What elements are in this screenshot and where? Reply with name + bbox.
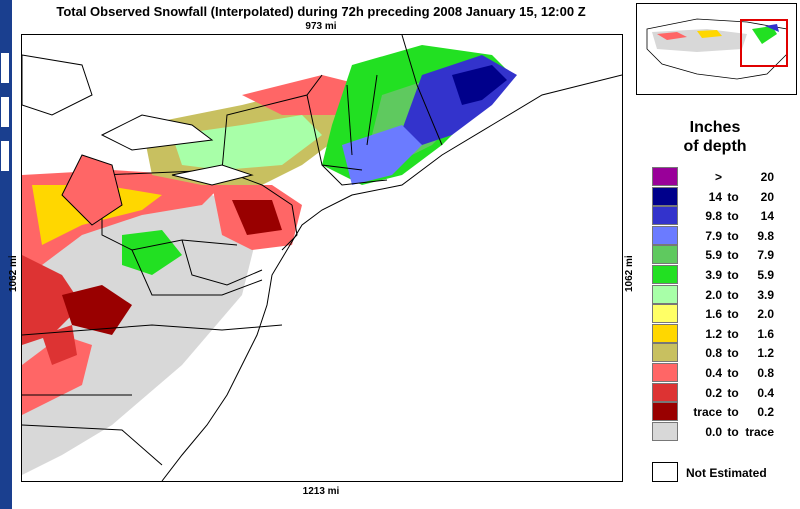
legend-label: trace to 0.2 [693, 405, 774, 420]
nav-tab[interactable] [0, 140, 10, 172]
legend-item: 0.4 to 0.8 [652, 363, 792, 383]
legend-label: 14 to 20 [708, 189, 774, 204]
scale-right: 1062 mi [624, 255, 635, 292]
not-estimated-label: Not Estimated [686, 466, 767, 480]
legend-item: 0.2 to 0.4 [652, 382, 792, 403]
legend-label: 2.0 to 3.9 [705, 287, 774, 302]
legend-item: 3.9 to 5.9 [652, 265, 792, 285]
nav-tab[interactable] [0, 96, 10, 128]
legend-title-line2: of depth [683, 138, 747, 155]
scale-left: 1062 mi [8, 255, 19, 292]
legend-label: 3.9 to 5.9 [705, 268, 774, 282]
legend-swatch [652, 343, 678, 363]
legend-item: 1.6 to 2.0 [652, 304, 792, 324]
legend-label: 9.8 to 14 [705, 209, 774, 224]
legend-label: >20 [714, 170, 774, 184]
legend-label: 7.9 to 9.8 [705, 228, 774, 243]
legend-item: 0.0 to trace [652, 421, 792, 442]
legend-item: 5.9 to 7.9 [652, 245, 792, 265]
legend-title-line1: Inches [689, 119, 741, 136]
legend-swatch [652, 363, 678, 382]
legend-swatch [652, 206, 678, 226]
legend-item: >20 [652, 167, 792, 187]
legend-item: 7.9 to 9.8 [652, 225, 792, 246]
legend-item: 2.0 to 3.9 [652, 284, 792, 305]
legend-label: 0.4 to 0.8 [705, 366, 774, 380]
not-estimated-swatch [652, 462, 678, 482]
legend-label: 1.6 to 2.0 [705, 307, 774, 322]
legend-swatch [652, 284, 678, 304]
legend-item: 0.8 to 1.2 [652, 343, 792, 363]
legend-item: 14 to 20 [652, 186, 792, 207]
legend-swatch [652, 225, 678, 245]
legend-swatch [652, 421, 678, 441]
scale-bottom: 1213 mi [302, 486, 340, 497]
legend-item: trace to 0.2 [652, 402, 792, 422]
legend-swatch [652, 167, 678, 186]
legend-swatch [652, 382, 678, 402]
legend-label: 0.0 to trace [705, 424, 774, 439]
legend-label: 1.2 to 1.6 [705, 326, 774, 341]
legend-swatch [652, 265, 678, 284]
legend-item: 9.8 to 14 [652, 206, 792, 226]
scale-top: 973 mi [305, 21, 337, 32]
inset-highlight-box [740, 19, 788, 67]
legend-swatch [652, 304, 678, 324]
legend-swatch [652, 245, 678, 265]
legend-title: Inches of depth [640, 118, 790, 156]
legend-swatch [652, 323, 678, 343]
legend-swatch [652, 402, 678, 422]
nav-tab[interactable] [0, 52, 10, 84]
legend-item: 1.2 to 1.6 [652, 323, 792, 344]
overview-inset-map[interactable] [636, 3, 797, 95]
snowfall-map[interactable] [21, 34, 623, 482]
legend-label: 5.9 to 7.9 [705, 248, 774, 263]
legend-label: 0.2 to 0.4 [705, 385, 774, 400]
legend-swatch [652, 186, 678, 206]
map-title: Total Observed Snowfall (Interpolated) d… [56, 4, 586, 19]
legend-label: 0.8 to 1.2 [705, 346, 774, 361]
